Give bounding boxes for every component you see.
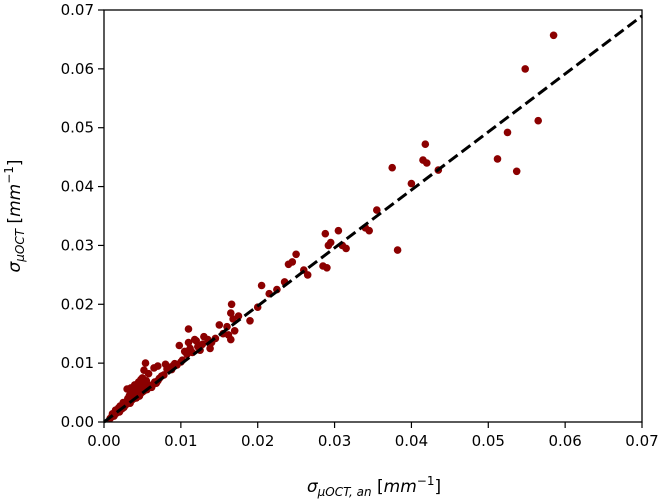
data-point <box>257 281 266 290</box>
x-axis-label-symbol: σ <box>307 477 319 497</box>
x-axis-label: σμOCT, an [mm−1] <box>307 474 441 499</box>
plot-frame <box>103 9 643 423</box>
y-axis-label: σμOCT [mm−1] <box>2 159 27 272</box>
data-point <box>326 238 335 247</box>
data-point <box>230 327 239 335</box>
x-tick-label: 0.01 <box>164 432 197 450</box>
data-point <box>175 341 184 350</box>
x-tick-label: 0.05 <box>472 432 505 450</box>
data-point <box>373 206 381 214</box>
data-point <box>388 163 397 172</box>
x-tick-label: 0.04 <box>395 432 428 450</box>
data-point <box>223 322 231 331</box>
x-axis-label-unit-suffix: ] <box>434 477 441 497</box>
y-tick-label: 0.07 <box>61 1 94 19</box>
x-axis-label-unit-prefix: [ <box>372 477 384 497</box>
x-tick-label: 0.06 <box>548 432 581 450</box>
y-axis-label-unit: mm <box>5 184 25 217</box>
data-point <box>123 385 131 393</box>
y-tick-label: 0.03 <box>61 236 94 254</box>
x-axis-label-unit: mm <box>384 477 417 497</box>
reference-line <box>103 14 643 424</box>
data-point <box>503 128 512 137</box>
data-point <box>303 271 312 279</box>
data-point <box>198 340 207 349</box>
data-point <box>137 375 145 384</box>
data-point <box>549 31 558 40</box>
data-point <box>512 167 521 176</box>
x-axis-label-unit-exp: −1 <box>417 474 435 488</box>
data-point <box>323 264 331 272</box>
data-point <box>154 362 162 370</box>
data-point <box>334 226 343 235</box>
y-tick-label: 0.01 <box>61 354 94 372</box>
data-point <box>423 159 431 167</box>
data-point <box>192 337 200 345</box>
data-point <box>365 226 374 235</box>
y-tick-label: 0.05 <box>61 119 94 137</box>
x-tick-label: 0.03 <box>318 432 351 450</box>
data-point <box>288 258 297 266</box>
data-point <box>421 140 430 148</box>
y-axis-label-subscript: μOCT <box>13 227 27 262</box>
data-point <box>292 250 300 259</box>
data-point <box>224 331 233 339</box>
data-point <box>184 325 193 333</box>
x-axis-label-subscript: μOCT, an <box>317 485 372 499</box>
y-tick-label: 0.00 <box>61 413 94 431</box>
data-point <box>141 359 150 367</box>
y-tick-label: 0.06 <box>61 60 94 78</box>
data-point <box>227 300 236 309</box>
data-point <box>534 116 542 125</box>
y-axis-ticks: 0.00 0.01 0.02 0.03 0.04 0.05 0.06 0.07 <box>61 1 104 431</box>
data-point <box>234 312 243 320</box>
data-point <box>184 338 193 347</box>
data-point <box>246 317 254 325</box>
y-axis-label-unit-prefix: [ <box>5 217 25 229</box>
y-tick-label: 0.04 <box>61 178 94 196</box>
data-point <box>393 246 402 254</box>
data-point <box>407 179 416 188</box>
data-point <box>227 309 235 317</box>
y-axis-label-unit-suffix: ] <box>5 159 25 166</box>
y-axis-label-unit-exp: −1 <box>2 166 16 184</box>
data-point <box>493 155 502 163</box>
scatter-points <box>106 31 558 423</box>
data-point <box>206 344 214 353</box>
x-tick-label: 0.07 <box>625 432 658 450</box>
x-axis-ticks: 0.00 0.01 0.02 0.03 0.04 0.05 0.06 0.07 <box>87 422 659 450</box>
data-point <box>321 229 330 238</box>
data-point <box>521 65 529 73</box>
data-point <box>342 244 350 253</box>
y-tick-label: 0.02 <box>61 295 94 313</box>
y-axis-label-symbol: σ <box>5 261 25 273</box>
data-point <box>215 321 224 329</box>
x-tick-label: 0.02 <box>241 432 274 450</box>
x-tick-label: 0.00 <box>87 432 120 450</box>
data-point <box>140 366 148 375</box>
